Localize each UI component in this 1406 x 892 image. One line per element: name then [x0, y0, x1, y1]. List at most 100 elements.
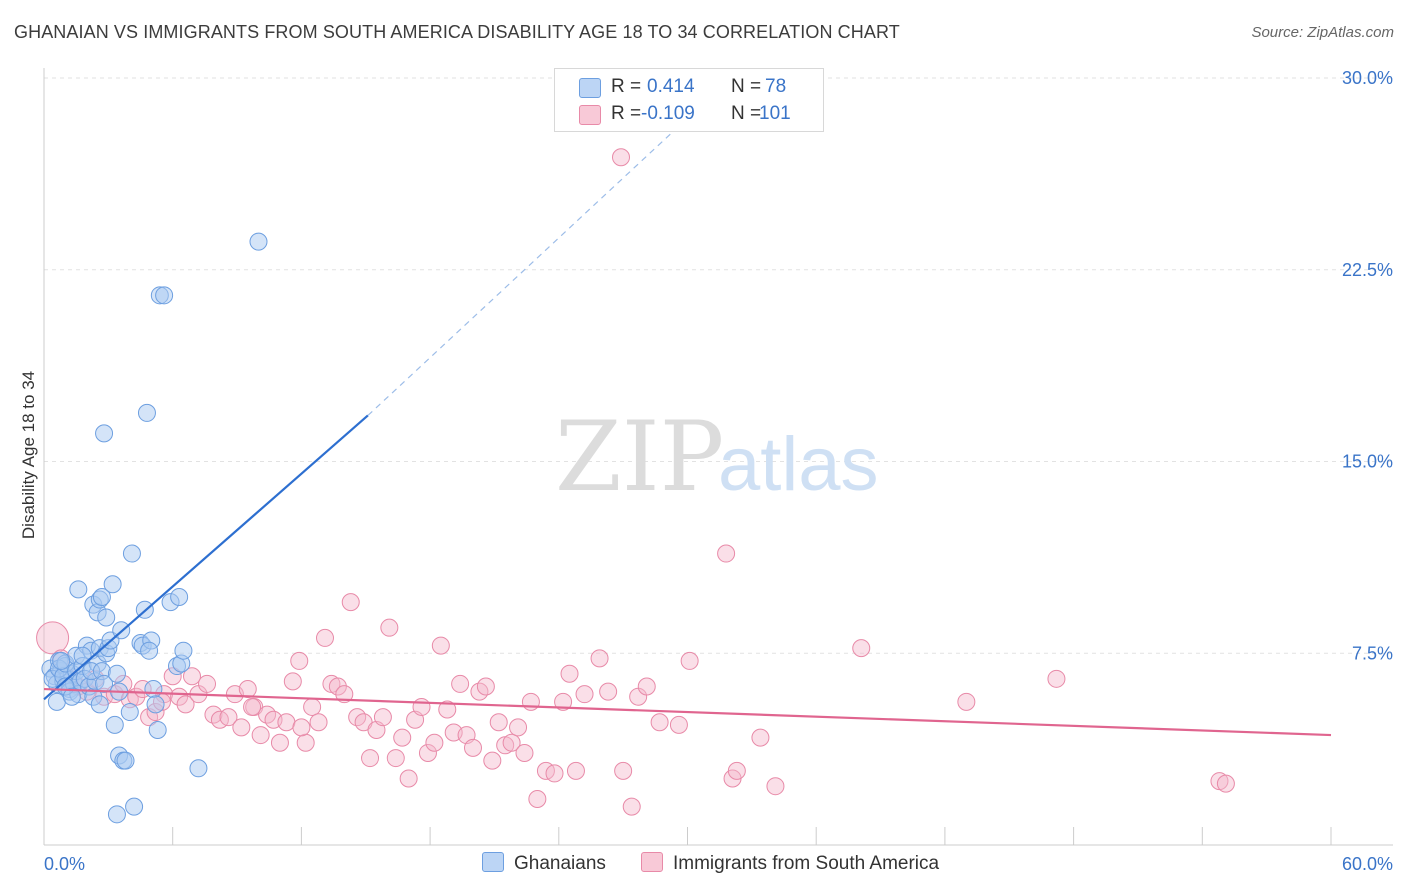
- gridlines: [44, 77, 1393, 654]
- data-point-ghanaians: [107, 805, 126, 824]
- legend-n-label: N =: [731, 76, 762, 97]
- data-point-immigrants: [418, 743, 437, 762]
- data-point-immigrants: [335, 685, 354, 704]
- data-point-immigrants: [361, 749, 380, 768]
- data-point-ghanaians: [69, 580, 88, 599]
- data-point-immigrants: [476, 677, 495, 696]
- data-point-ghanaians: [52, 651, 71, 670]
- data-point-immigrants: [637, 677, 656, 696]
- bottom-legend-swatch-blue: [482, 852, 504, 872]
- trend-line-immigrants: [43, 687, 1332, 737]
- legend-swatch-blue: [579, 78, 601, 98]
- data-point-immigrants: [566, 761, 585, 780]
- data-point-immigrants: [451, 674, 470, 693]
- tick-labels: 7.5% 15.0% 22.5% 30.0% 0.0% 60.0%: [44, 68, 1393, 874]
- data-point-immigrants: [464, 738, 482, 757]
- data-point-ghanaians: [107, 664, 126, 683]
- data-point-immigrants: [502, 733, 521, 752]
- watermark: ZIP atlas: [555, 401, 879, 513]
- data-point-ghanaians: [103, 575, 122, 594]
- data-point-immigrants: [183, 667, 202, 686]
- data-point-immigrants: [751, 728, 770, 747]
- data-point-immigrants: [170, 687, 189, 706]
- legend-r-value: -0.109: [641, 103, 695, 124]
- data-point-immigrants: [612, 148, 631, 167]
- data-point-immigrants: [232, 718, 251, 737]
- data-point-ghanaians: [95, 424, 114, 443]
- watermark-zip: ZIP: [555, 401, 724, 513]
- data-point-immigrants: [399, 769, 418, 788]
- trend-line-ghanaians-extension: [367, 87, 721, 416]
- legend-n-label: N =: [731, 103, 762, 124]
- legend-n-value: 101: [759, 103, 791, 124]
- data-point-immigrants: [243, 697, 262, 716]
- data-point-immigrants: [290, 651, 309, 670]
- data-point-ghanaians: [140, 641, 159, 660]
- data-point-immigrants: [957, 692, 976, 711]
- data-point-ghanaians: [122, 544, 141, 563]
- data-point-immigrants: [575, 685, 594, 704]
- data-point-immigrants: [650, 713, 669, 732]
- data-point-ghanaians: [105, 715, 124, 734]
- data-point-immigrants: [315, 628, 334, 647]
- bottom-legend-swatch-pink: [641, 852, 663, 872]
- bottom-legend-ghanaians: Ghanaians: [482, 852, 606, 875]
- data-point-immigrants: [545, 764, 564, 783]
- data-point-ghanaians: [90, 695, 109, 714]
- chart-title: GHANAIAN VS IMMIGRANTS FROM SOUTH AMERIC…: [14, 22, 900, 42]
- data-point-immigrants: [386, 749, 405, 768]
- data-point-immigrants: [852, 639, 871, 658]
- data-point-immigrants: [309, 713, 328, 732]
- data-point-immigrants: [292, 718, 311, 737]
- data-point-immigrants: [528, 789, 547, 808]
- data-point-immigrants: [438, 700, 457, 719]
- data-point-immigrants: [727, 761, 746, 780]
- data-point-immigrants: [622, 797, 641, 816]
- data-point-immigrants: [393, 728, 412, 747]
- bottom-legend-label: Ghanaians: [514, 853, 606, 874]
- data-point-ghanaians: [125, 797, 144, 816]
- y-tick-label: 15.0%: [1342, 452, 1393, 472]
- trend-line-ghanaians: [43, 414, 369, 701]
- data-point-immigrants: [36, 621, 70, 655]
- data-point-immigrants: [341, 593, 360, 612]
- data-point-immigrants: [554, 692, 573, 711]
- data-point-immigrants: [219, 708, 238, 727]
- data-point-immigrants: [328, 677, 347, 696]
- bottom-legend-immigrants: Immigrants from South America: [641, 852, 939, 875]
- y-tick-label: 22.5%: [1342, 260, 1393, 280]
- data-point-immigrants: [680, 651, 699, 670]
- data-point-immigrants: [489, 713, 508, 732]
- data-point-immigrants: [560, 664, 579, 683]
- data-point-immigrants: [176, 695, 195, 714]
- data-point-immigrants: [412, 697, 431, 716]
- x-tick-label: 0.0%: [44, 854, 85, 874]
- data-point-immigrants: [1047, 669, 1066, 688]
- data-point-ghanaians: [116, 751, 135, 770]
- series-ghanaians-points: [41, 232, 268, 824]
- data-point-immigrants: [599, 682, 618, 701]
- data-point-immigrants: [303, 697, 322, 716]
- data-point-ghanaians: [146, 695, 165, 714]
- data-point-ghanaians: [170, 588, 189, 607]
- data-point-ghanaians: [120, 703, 139, 722]
- data-point-ghanaians: [92, 588, 111, 607]
- data-point-immigrants: [373, 708, 392, 727]
- data-point-immigrants: [1216, 774, 1235, 793]
- data-point-immigrants: [238, 680, 257, 699]
- legend-r-label: R =: [611, 76, 642, 97]
- data-point-ghanaians: [73, 646, 92, 665]
- data-point-ghanaians: [189, 759, 208, 778]
- data-point-immigrants: [425, 733, 444, 752]
- y-axis-label: Disability Age 18 to 34: [19, 371, 38, 539]
- bottom-legend-label: Immigrants from South America: [673, 853, 940, 874]
- data-point-ghanaians: [144, 680, 163, 699]
- y-tick-label: 7.5%: [1352, 643, 1393, 663]
- data-point-immigrants: [515, 743, 534, 762]
- legend-n-value: 78: [765, 76, 787, 97]
- y-tick-label: 30.0%: [1342, 68, 1393, 88]
- legend-r-label: R =: [611, 103, 642, 124]
- data-point-immigrants: [296, 733, 315, 752]
- data-point-ghanaians: [174, 641, 193, 660]
